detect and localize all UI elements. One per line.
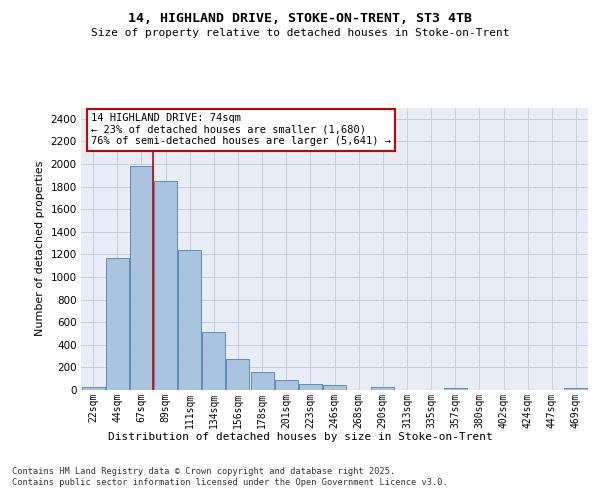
- Bar: [202, 332, 225, 390]
- Text: Size of property relative to detached houses in Stoke-on-Trent: Size of property relative to detached ho…: [91, 28, 509, 38]
- Bar: [226, 360, 250, 390]
- Bar: [106, 258, 128, 390]
- Bar: [251, 372, 274, 390]
- Text: 14 HIGHLAND DRIVE: 74sqm
← 23% of detached houses are smaller (1,680)
76% of sem: 14 HIGHLAND DRIVE: 74sqm ← 23% of detach…: [91, 113, 391, 146]
- Bar: [178, 250, 201, 390]
- Bar: [154, 181, 177, 390]
- Y-axis label: Number of detached properties: Number of detached properties: [35, 161, 45, 336]
- Bar: [82, 386, 104, 390]
- Text: Distribution of detached houses by size in Stoke-on-Trent: Distribution of detached houses by size …: [107, 432, 493, 442]
- Bar: [371, 387, 394, 390]
- Text: 14, HIGHLAND DRIVE, STOKE-ON-TRENT, ST3 4TB: 14, HIGHLAND DRIVE, STOKE-ON-TRENT, ST3 …: [128, 12, 472, 26]
- Text: Contains HM Land Registry data © Crown copyright and database right 2025.
Contai: Contains HM Land Registry data © Crown c…: [12, 468, 448, 487]
- Bar: [444, 388, 467, 390]
- Bar: [323, 386, 346, 390]
- Bar: [299, 384, 322, 390]
- Bar: [275, 380, 298, 390]
- Bar: [130, 166, 153, 390]
- Bar: [565, 388, 587, 390]
